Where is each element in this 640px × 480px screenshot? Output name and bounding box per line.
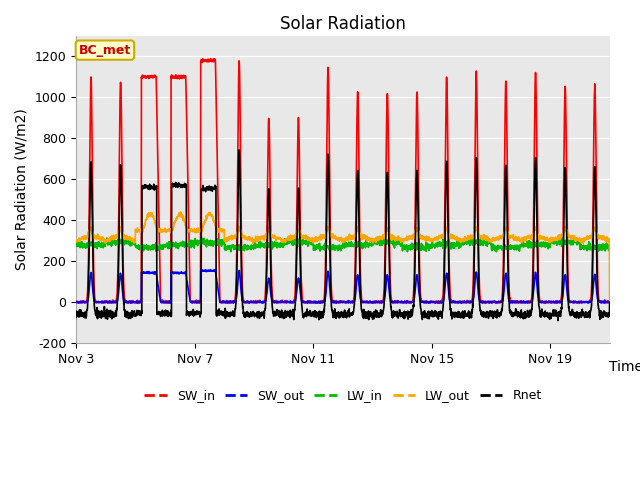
Title: Solar Radiation: Solar Radiation: [280, 15, 406, 33]
Legend: SW_in, SW_out, LW_in, LW_out, Rnet: SW_in, SW_out, LW_in, LW_out, Rnet: [139, 384, 547, 408]
Text: BC_met: BC_met: [79, 44, 131, 57]
X-axis label: Time: Time: [609, 360, 640, 374]
Y-axis label: Solar Radiation (W/m2): Solar Radiation (W/m2): [15, 108, 29, 270]
